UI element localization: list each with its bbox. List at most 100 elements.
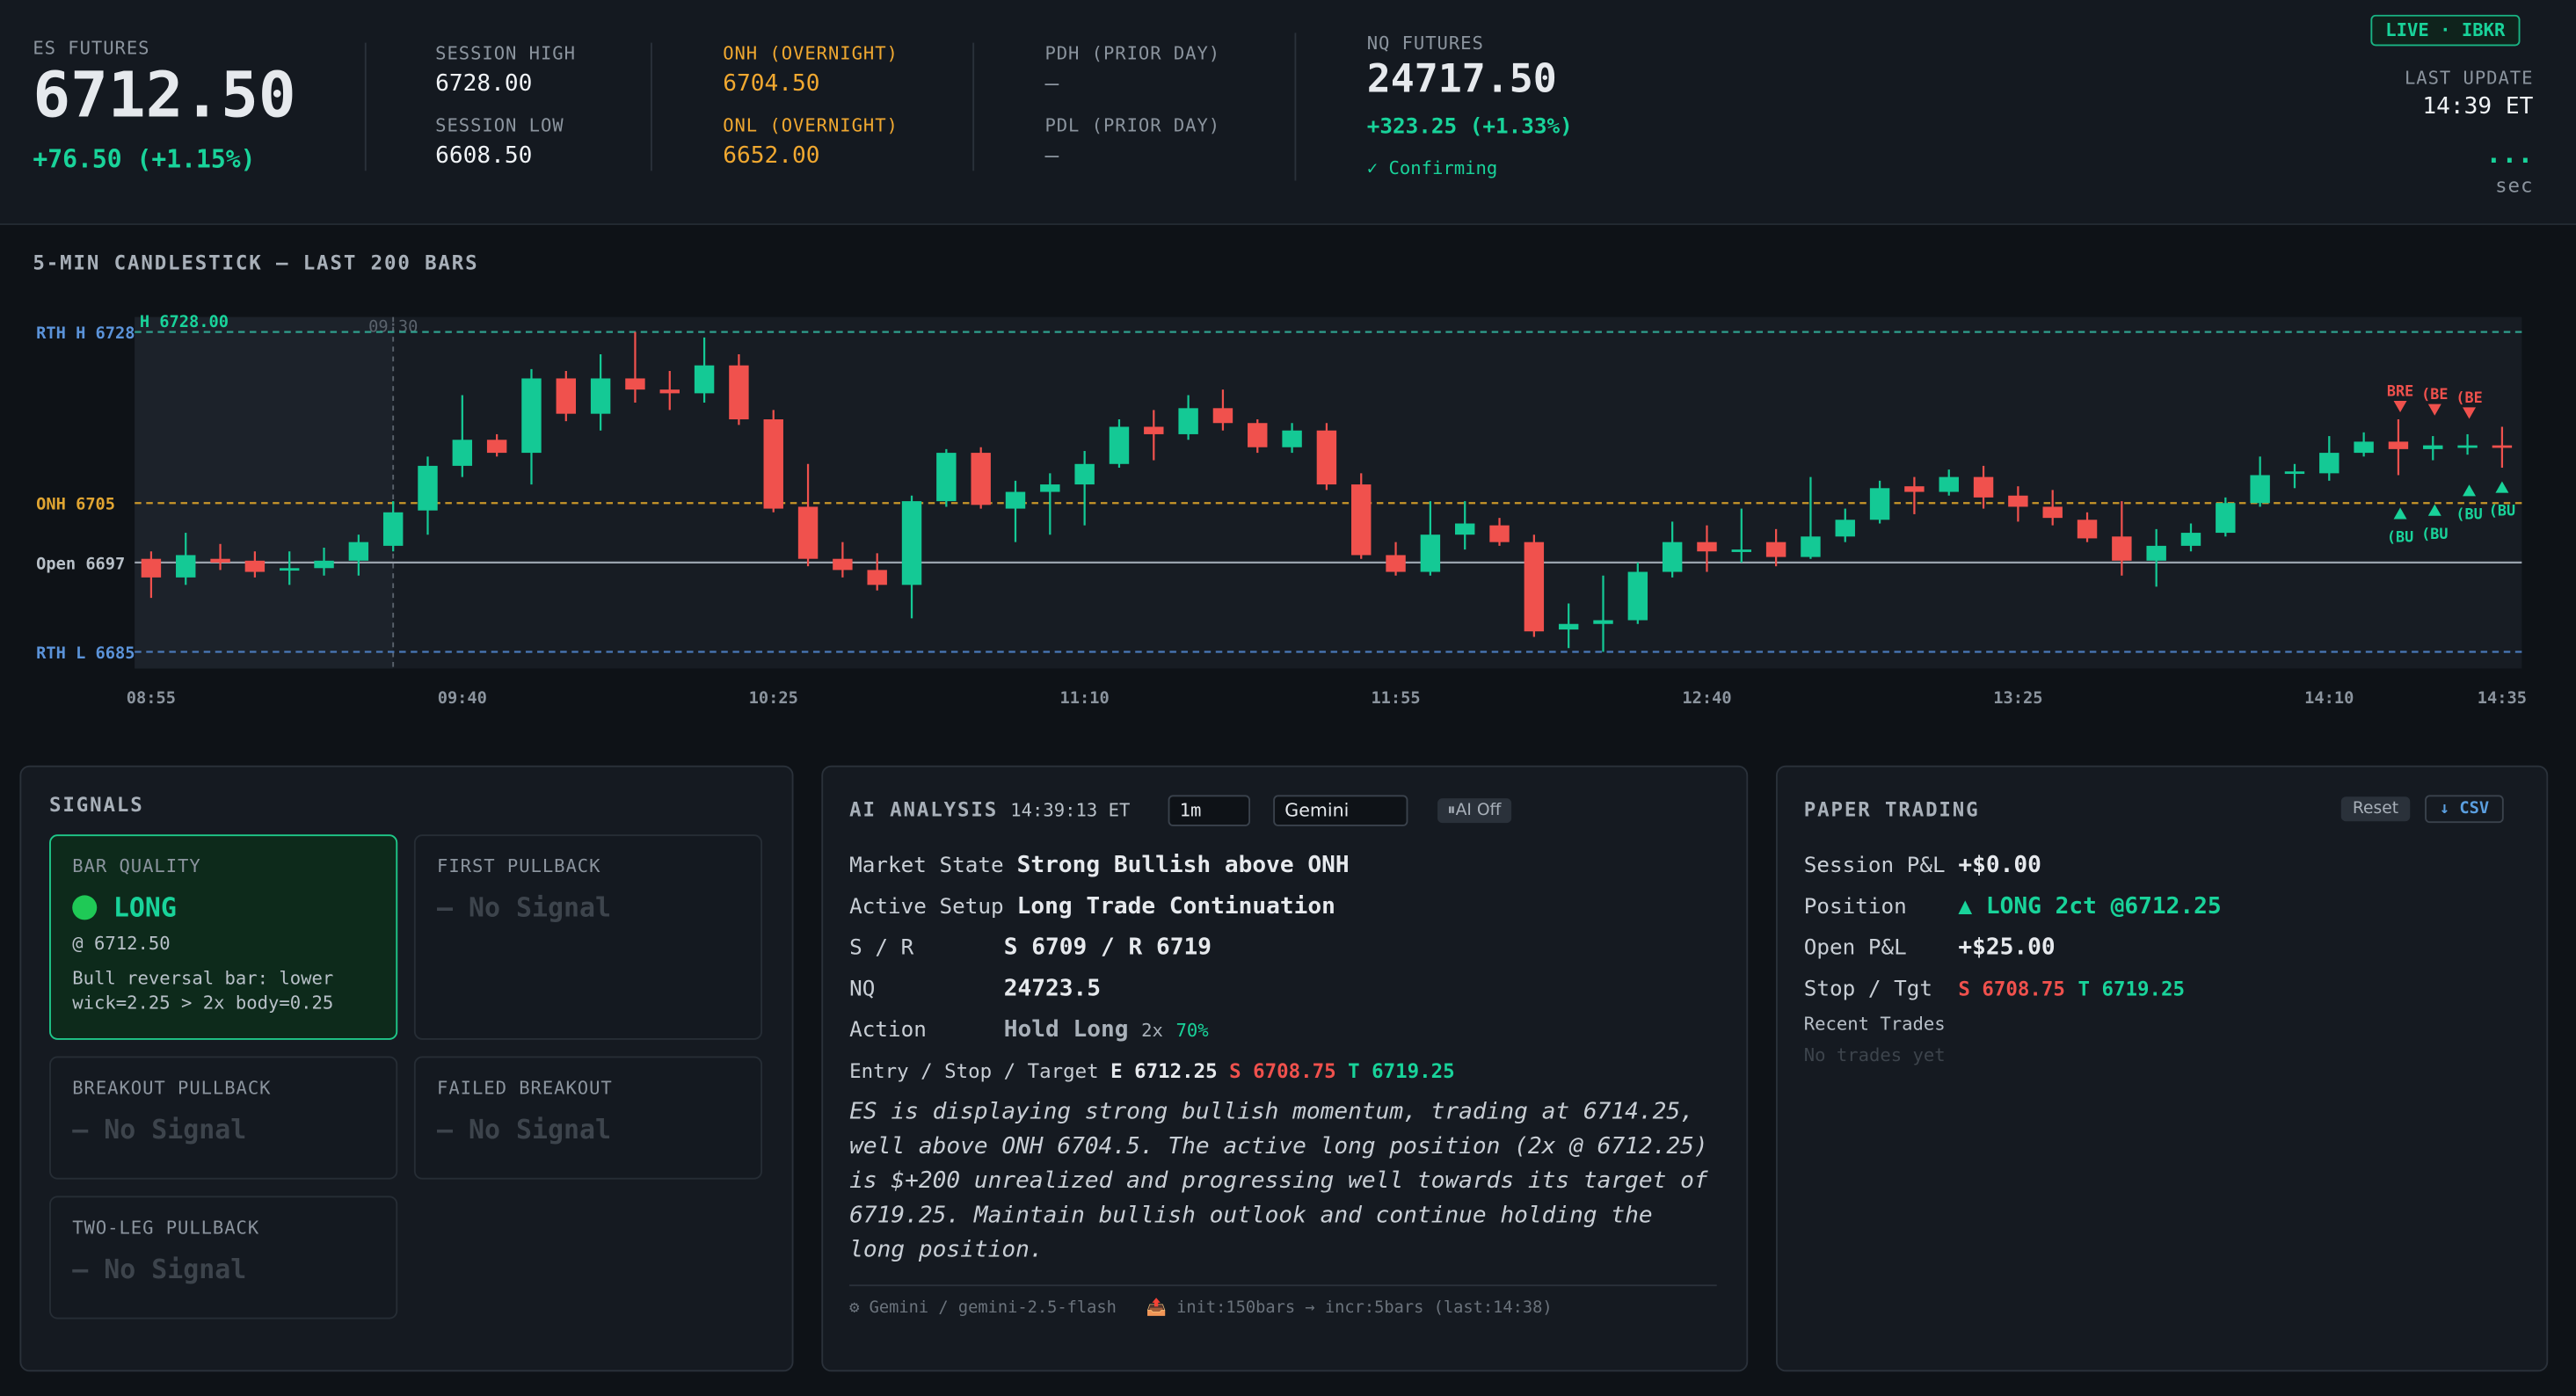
candle-body — [1351, 484, 1372, 556]
signal-status: — No Signal — [437, 891, 612, 924]
reference-label: RTH L 6685 — [36, 644, 135, 663]
x-tick-label: 11:10 — [1060, 689, 1110, 708]
empty-trades: No trades yet — [1803, 1044, 1946, 1066]
candle-body — [1109, 426, 1130, 464]
candle-body — [659, 389, 680, 394]
candle-body — [1040, 484, 1060, 492]
candle-body — [1005, 491, 1026, 509]
signal-name: TWO-LEG PULLBACK — [72, 1217, 260, 1239]
candle-body — [763, 419, 783, 509]
stat-value: 6652.00 — [723, 142, 820, 170]
x-tick-label: 11:55 — [1371, 689, 1420, 708]
candle-body — [625, 378, 645, 390]
candle-body — [418, 465, 438, 511]
reference-label: RTH H 6728 — [36, 324, 135, 343]
stat-label: ONH (OVERNIGHT) — [723, 42, 899, 64]
bear-signal-label: (BE — [2421, 385, 2448, 403]
candle-body — [2077, 520, 2098, 539]
x-tick-label: 08:55 — [127, 689, 176, 708]
model: Gemini — [1284, 800, 1350, 822]
row: Stop / Tgt S 6708.75 T 6719.25 — [1804, 969, 2222, 1010]
row-label: Position — [1803, 895, 1907, 920]
confidence: 70% — [1175, 1020, 1209, 1042]
ai-toggle[interactable]: ⏸AI Off — [1437, 798, 1511, 824]
candle-body — [1282, 430, 1302, 447]
divider — [849, 1284, 1717, 1287]
bull-arrow — [2495, 481, 2509, 493]
signal-card — [413, 1056, 763, 1180]
candle-body — [797, 506, 819, 559]
candle-body — [2042, 506, 2063, 519]
candle-body — [2423, 445, 2443, 449]
candle-body — [901, 501, 922, 585]
row-label: S / R — [849, 936, 914, 962]
last-update: 14:39 ET — [2422, 93, 2534, 120]
row: Position ▲ LONG 2ct @6712.25 — [1804, 887, 2222, 928]
row-label: Stop / Tgt — [1803, 977, 1933, 1002]
candle-body — [1144, 426, 1164, 434]
candle-body — [1765, 542, 1786, 557]
candle-body — [2250, 475, 2270, 504]
stop: S 6708.75 — [1958, 977, 2065, 1000]
candle-body — [694, 365, 715, 394]
bull-signal-label: (BU — [2421, 525, 2448, 542]
candle-body — [141, 558, 162, 578]
candle-body — [314, 560, 334, 569]
row-value: Long Trade Continuation — [1016, 893, 1335, 920]
bear-arrow — [2463, 407, 2477, 419]
candle-body — [1939, 476, 1959, 492]
action: Hold Long — [1003, 1016, 1129, 1043]
signals-title: SIGNALS — [49, 793, 144, 817]
bear-signal-label: BRE — [2387, 382, 2413, 399]
candle-body — [2180, 533, 2201, 546]
row-value: ▲ LONG 2ct @6712.25 — [1958, 893, 2222, 920]
csv-button[interactable]: ↓ CSV — [2425, 795, 2504, 824]
row: S / R S 6709 / R 6719 — [849, 928, 1455, 970]
reset-button[interactable]: Reset — [2340, 796, 2411, 822]
candle-body — [1904, 486, 1925, 492]
candle-body — [1178, 408, 1198, 434]
stat-value: 6728.00 — [435, 70, 533, 98]
model-select[interactable]: Gemini — [1273, 795, 1408, 826]
target: T 6719.25 — [1348, 1059, 1455, 1083]
row-value: 24723.5 — [1003, 975, 1102, 1002]
row-label: Entry / Stop / Target — [849, 1059, 1099, 1083]
candle-body — [2492, 445, 2513, 448]
candle-body — [2146, 545, 2166, 561]
stat-label: PDL (PRIOR DAY) — [1044, 114, 1221, 137]
bull-arrow — [2393, 507, 2407, 520]
ai-time: 14:39:13 ET — [1010, 800, 1131, 822]
row: NQ 24723.5 — [849, 969, 1455, 1010]
nq-price: 24717.50 — [1366, 55, 1557, 102]
candle-body — [1973, 476, 1994, 498]
row-value: +$25.00 — [1958, 934, 2056, 962]
signal-card — [49, 834, 398, 1040]
signal-status: — No Signal — [72, 1253, 247, 1285]
reference-label: Open 6697 — [36, 555, 125, 573]
candle-body — [971, 453, 991, 505]
row-value: S 6709 / R 6719 — [1003, 934, 1212, 962]
candle-body — [2008, 495, 2028, 507]
es-label: ES FUTURES — [33, 37, 150, 60]
bull-signal-label: (BU — [2489, 502, 2515, 520]
candle-body — [1801, 536, 1821, 557]
signal-status: LONG — [113, 891, 177, 924]
candle-body — [1662, 542, 1683, 572]
signal-card — [49, 1056, 398, 1180]
chart-title: 5-MIN CANDLESTICK — LAST 200 BARS — [33, 251, 479, 275]
entry: E 6712.25 — [1110, 1059, 1218, 1083]
candle-body — [1454, 523, 1475, 535]
bull-arrow — [2427, 504, 2441, 516]
stat-value: — — [1044, 142, 1059, 170]
stat-label: PDH (PRIOR DAY) — [1044, 42, 1221, 64]
chart: 09:30 RTH H 6728 ONH 6705 Open 6697 RTH L 66… — [36, 313, 2527, 708]
interval-select[interactable]: 1m — [1168, 795, 1251, 826]
signal-status: — No Signal — [437, 1113, 612, 1145]
ai-title: AI ANALYSIS — [849, 798, 999, 822]
signal-name: FIRST PULLBACK — [437, 855, 601, 877]
signal-note: Bull reversal bar: lower wick=2.25 > 2x … — [72, 967, 334, 1014]
ai-panel — [821, 765, 1749, 1372]
x-tick-label: 14:35 — [2478, 689, 2527, 708]
x-tick-label: 14:10 — [2304, 689, 2354, 708]
